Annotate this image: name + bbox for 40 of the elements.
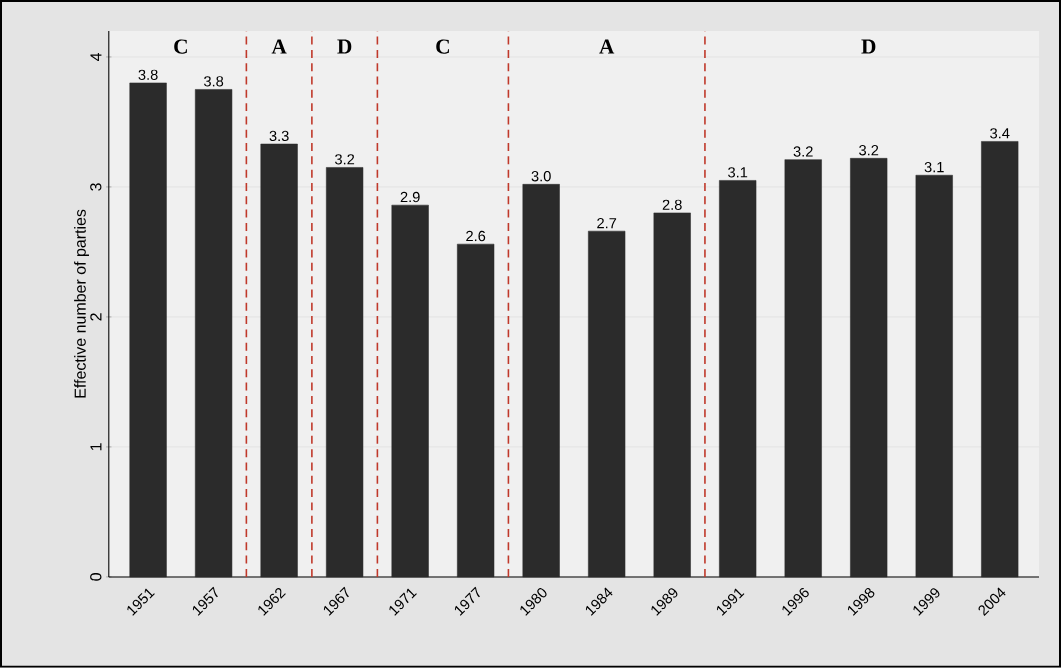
bar xyxy=(129,82,167,578)
y-tick-label: 2 xyxy=(90,313,102,321)
bar xyxy=(850,158,888,578)
annotation: A xyxy=(599,39,615,54)
data-label: 3.1 xyxy=(924,162,944,173)
bar xyxy=(522,184,560,578)
annotation: D xyxy=(337,39,352,54)
bar xyxy=(719,180,757,578)
data-label: 3.1 xyxy=(728,167,748,178)
bar xyxy=(588,230,626,578)
y-tick-label: 1 xyxy=(90,443,102,451)
y-tick-label: 0 xyxy=(90,573,102,581)
data-label: 3.8 xyxy=(204,76,224,87)
bar xyxy=(457,243,495,578)
data-label: 3.0 xyxy=(531,171,551,182)
data-label: 3.4 xyxy=(990,128,1010,139)
bar xyxy=(784,159,822,578)
annotation: D xyxy=(861,39,876,54)
annotation: C xyxy=(436,39,449,54)
bar xyxy=(915,175,953,578)
bar xyxy=(326,167,364,578)
data-label: 3.2 xyxy=(859,145,879,156)
bar xyxy=(653,212,691,578)
bar xyxy=(391,204,429,578)
data-label: 2.9 xyxy=(400,191,420,203)
y-tick-label: 4 xyxy=(90,53,102,62)
data-label: 2.7 xyxy=(597,218,617,229)
data-label: 2.8 xyxy=(662,199,682,211)
data-label: 3.3 xyxy=(269,130,289,142)
bar xyxy=(981,141,1019,578)
data-label: 3.8 xyxy=(138,69,158,81)
data-label: 2.6 xyxy=(466,230,486,242)
bar xyxy=(260,143,298,578)
bar xyxy=(195,89,233,578)
annotation: A xyxy=(271,39,287,54)
data-label: 3.2 xyxy=(335,154,355,165)
y-axis-title: Effective number of parties xyxy=(74,209,89,398)
annotation: C xyxy=(174,39,187,54)
y-tick-label: 3 xyxy=(90,183,102,191)
data-label: 3.2 xyxy=(793,146,813,157)
